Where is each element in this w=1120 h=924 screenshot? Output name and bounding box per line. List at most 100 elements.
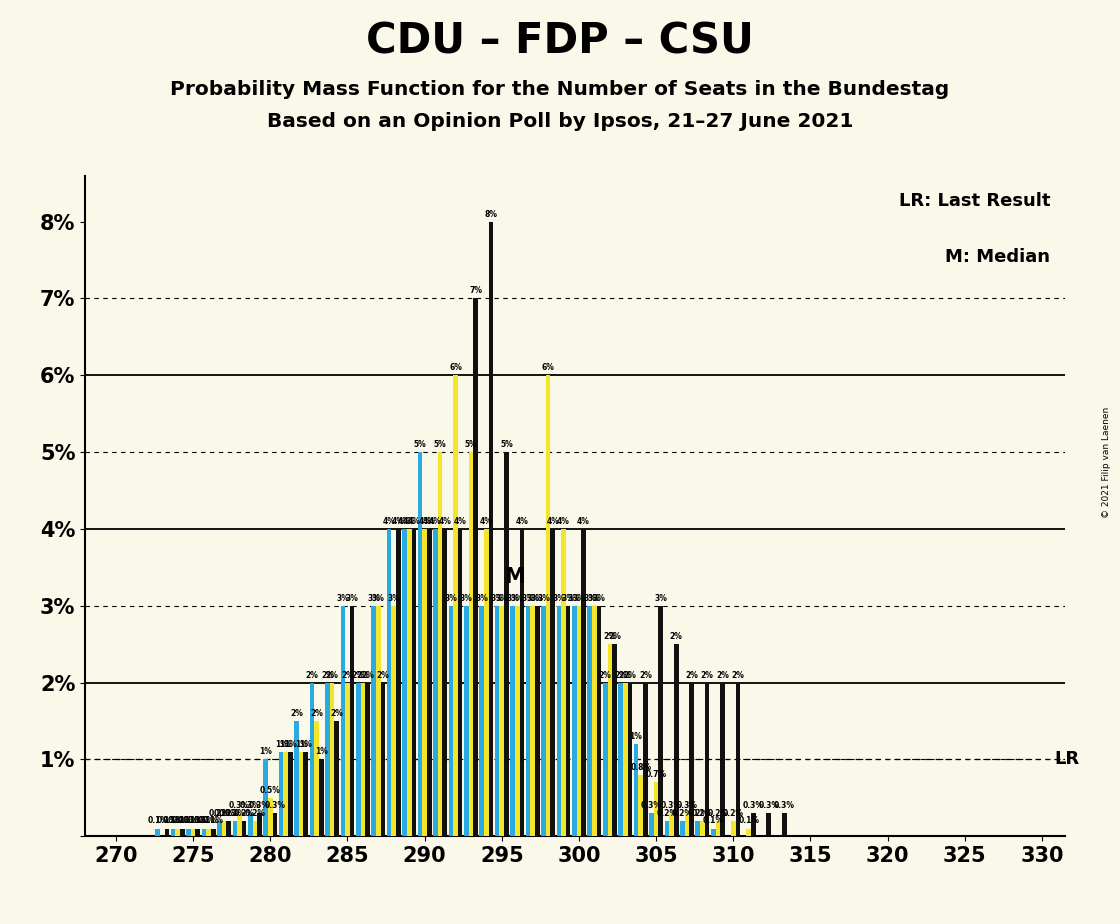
Bar (315, 721, 319, 836)
Text: 3%: 3% (588, 594, 600, 602)
Bar (356, 683, 361, 836)
Text: 3%: 3% (367, 594, 380, 602)
Bar (495, 606, 500, 836)
Text: 2%: 2% (342, 671, 354, 679)
Text: 0.1%: 0.1% (183, 817, 204, 825)
Text: 3%: 3% (506, 594, 519, 602)
Text: 0.1%: 0.1% (178, 817, 199, 825)
Bar (372, 606, 376, 836)
Text: 2%: 2% (685, 671, 698, 679)
Bar (386, 529, 392, 836)
Text: 4%: 4% (403, 517, 416, 526)
Bar (746, 829, 752, 836)
Text: 1%: 1% (295, 739, 308, 748)
Bar (618, 683, 623, 836)
Text: 1%: 1% (315, 748, 328, 757)
Text: 4%: 4% (480, 517, 493, 526)
Text: 0.1%: 0.1% (167, 817, 188, 825)
Bar (222, 821, 226, 836)
Text: 1%: 1% (279, 739, 292, 748)
Bar (588, 606, 592, 836)
Text: 5%: 5% (465, 440, 477, 449)
Text: 2%: 2% (624, 671, 636, 679)
Bar (468, 452, 474, 836)
Text: 2%: 2% (638, 671, 652, 679)
Bar (488, 222, 493, 836)
Bar (349, 606, 354, 836)
Text: 0.2%: 0.2% (244, 808, 265, 818)
Bar (325, 683, 329, 836)
Bar (458, 529, 463, 836)
Text: 1%: 1% (299, 739, 312, 748)
Text: 0.3%: 0.3% (249, 801, 270, 810)
Bar (638, 774, 643, 836)
Text: 0.3%: 0.3% (743, 801, 764, 810)
Text: 0.2%: 0.2% (708, 808, 728, 818)
Text: 4%: 4% (408, 517, 420, 526)
Bar (654, 783, 659, 836)
Text: 0.2%: 0.2% (234, 808, 254, 818)
Text: 8%: 8% (485, 210, 497, 219)
Bar (607, 644, 613, 836)
Bar (288, 752, 292, 836)
Bar (689, 683, 694, 836)
Bar (233, 821, 237, 836)
Bar (597, 606, 601, 836)
Text: 1%: 1% (284, 739, 297, 748)
Bar (561, 529, 566, 836)
Bar (674, 644, 679, 836)
Text: 3%: 3% (372, 594, 385, 602)
Text: 0.1%: 0.1% (194, 817, 214, 825)
Bar (392, 606, 396, 836)
Text: 0.1%: 0.1% (702, 817, 724, 825)
Text: 2%: 2% (614, 671, 627, 679)
Text: 4%: 4% (438, 517, 451, 526)
Bar (180, 829, 185, 836)
Bar (248, 813, 253, 836)
Text: 0.5%: 0.5% (260, 785, 281, 795)
Text: 4%: 4% (383, 517, 395, 526)
Bar (309, 683, 315, 836)
Bar (711, 829, 716, 836)
Bar (592, 606, 597, 836)
Bar (684, 813, 689, 836)
Text: 0.1%: 0.1% (171, 817, 193, 825)
Bar (454, 375, 458, 836)
Bar (634, 744, 638, 836)
Bar (190, 829, 196, 836)
Text: CDU – FDP – CSU: CDU – FDP – CSU (366, 21, 754, 63)
Text: 2%: 2% (599, 671, 612, 679)
Bar (335, 721, 339, 836)
Bar (418, 452, 422, 836)
Text: © 2021 Filip van Laenen: © 2021 Filip van Laenen (1102, 407, 1111, 517)
Text: 0.2%: 0.2% (692, 808, 713, 818)
Bar (479, 606, 484, 836)
Text: 3%: 3% (346, 594, 358, 602)
Bar (396, 529, 401, 836)
Text: 0.3%: 0.3% (676, 801, 698, 810)
Text: 0.3%: 0.3% (774, 801, 795, 810)
Bar (720, 683, 725, 836)
Bar (242, 821, 246, 836)
Text: 4%: 4% (454, 517, 467, 526)
Text: 2%: 2% (604, 632, 616, 641)
Bar (319, 760, 324, 836)
Text: 2%: 2% (716, 671, 729, 679)
Text: 2%: 2% (608, 632, 620, 641)
Bar (603, 683, 607, 836)
Text: 6%: 6% (542, 363, 554, 372)
Text: 6%: 6% (449, 363, 461, 372)
Bar (550, 529, 556, 836)
Text: LR: Last Result: LR: Last Result (899, 192, 1051, 210)
Bar (680, 821, 684, 836)
Bar (411, 529, 417, 836)
Text: 0.8%: 0.8% (631, 762, 651, 772)
Text: 2%: 2% (619, 671, 632, 679)
Bar (206, 829, 211, 836)
Bar (541, 606, 545, 836)
Bar (165, 829, 169, 836)
Bar (402, 529, 407, 836)
Text: 0.2%: 0.2% (688, 808, 708, 818)
Bar (464, 606, 468, 836)
Text: 5%: 5% (500, 440, 513, 449)
